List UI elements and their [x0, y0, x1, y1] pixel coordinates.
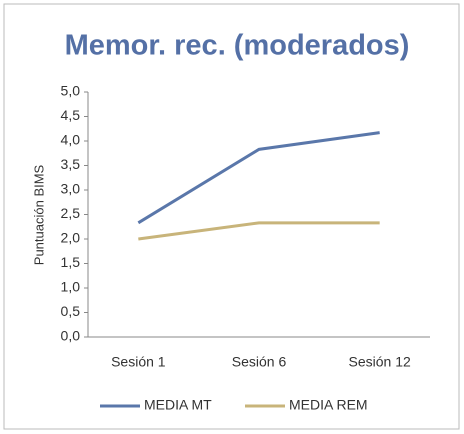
y-tick-label: 4,0 [61, 132, 81, 148]
chart-title: Memor. rec. (moderados) [65, 30, 410, 62]
x-tick-label: Sesión 6 [232, 354, 287, 370]
y-axis-label: Puntuación BIMS [31, 164, 46, 265]
y-tick-label: 0,5 [61, 303, 81, 319]
legend-label: MEDIA REM [289, 397, 368, 413]
series-line [137, 131, 380, 225]
y-tick-label: 5,0 [61, 83, 81, 99]
y-tick-label: 3,0 [61, 181, 81, 197]
x-tick-label: Sesión 12 [349, 354, 411, 370]
y-tick-label: 4,5 [61, 107, 81, 123]
y-tick-label: 2,0 [61, 230, 81, 246]
series-line [138, 221, 380, 241]
y-tick-label: 0,0 [61, 328, 81, 344]
x-tick-label: Sesión 1 [111, 354, 166, 370]
y-tick-label: 1,0 [61, 279, 81, 295]
y-tick-label: 3,5 [61, 156, 81, 172]
legend-label: MEDIA MT [144, 397, 212, 413]
y-tick-label: 2,5 [61, 205, 81, 221]
chart-border [3, 3, 460, 430]
y-tick-label: 1,5 [61, 254, 81, 270]
